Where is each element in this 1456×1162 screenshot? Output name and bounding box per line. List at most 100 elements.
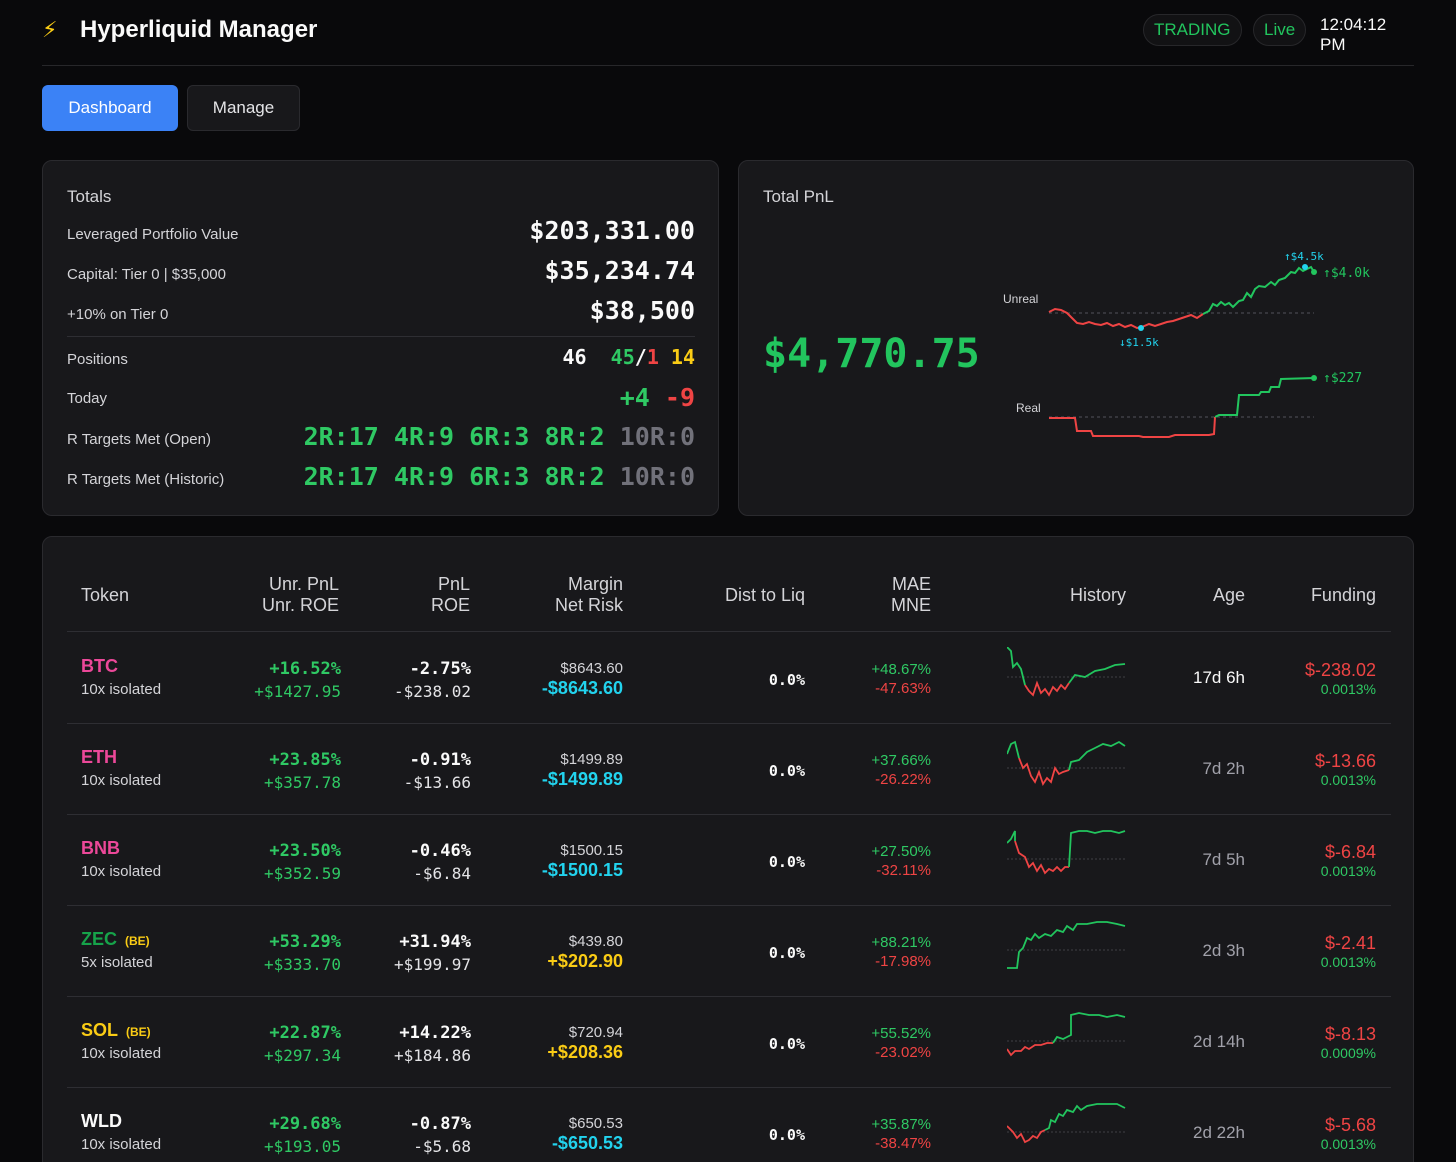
pnl-pct: -0.46% [409,841,471,861]
r-hist-2r: 2R:17 [303,462,379,491]
mae-value: +88.21% [871,934,931,951]
r-open-8r: 8R:2 [544,422,605,451]
token-symbol: WLD [81,1111,122,1131]
pnl-pct: -0.91% [409,750,471,770]
history-sparkline [1007,647,1126,697]
token-symbol: BTC [81,656,118,676]
margin-value: $439.80 [568,933,623,950]
real-loss-path [1049,416,1216,438]
net-risk-value: -$1499.89 [541,769,623,789]
mae-value: +37.66% [871,752,931,769]
token-name[interactable]: BTC [81,656,126,677]
live-badge: Live [1253,14,1307,46]
r-hist-6r: 6R:3 [469,462,530,491]
total-pnl-value: $4,770.75 [763,331,980,377]
table-row[interactable]: WLD 10x isolated +29.68% +$193.05 -0.87%… [67,1088,1391,1162]
app-title: Hyperliquid Manager [80,16,318,43]
table-row[interactable]: ZEC (BE) 5x isolated +53.29% +$333.70 +31… [67,906,1391,997]
unreal-high-label: ↑$4.5k [1284,250,1324,263]
sparkline-loss [1007,1125,1046,1144]
tab-manage[interactable]: Manage [187,85,300,131]
mne-value: -23.02% [875,1044,931,1061]
token-name[interactable]: WLD [81,1111,130,1132]
capital-value: $35,234.74 [544,256,695,285]
sparkline-gain [1007,740,1126,771]
funding-rate: 0.0013% [1320,1136,1376,1152]
funding-rate: 0.0013% [1320,863,1376,879]
th-token[interactable]: Token [81,585,130,605]
unreal-high-marker [1302,264,1308,270]
r-open-label: R Targets Met (Open) [67,431,211,448]
real-current-marker [1311,375,1317,381]
pnl-usd: -$238.02 [393,682,471,701]
funding-rate: 0.0009% [1320,1045,1376,1061]
token-name[interactable]: SOL (BE) [81,1020,151,1041]
lightning-icon: ⚡ [42,17,58,42]
unreal-current-label: ↑$4.0k [1323,266,1370,281]
pnl-pct: -2.75% [409,659,471,679]
th-age[interactable]: Age [1212,585,1245,605]
leverage-mode: 10x isolated [81,1045,162,1062]
token-name[interactable]: BNB [81,838,128,859]
th-unr-roe-label: Unr. ROE [261,595,339,615]
pnl-pct: -0.87% [409,1114,471,1134]
unr-pnl-pct: +53.29% [269,932,341,952]
sparkline-gain [1052,1012,1126,1044]
r-open-6r: 6R:3 [469,422,530,451]
margin-value: $8643.60 [560,660,623,677]
leveraged-row: Leveraged Portfolio Value $203,331.00 [67,216,695,250]
token-name[interactable]: ZEC (BE) [81,929,150,950]
margin-value: $650.53 [568,1115,623,1132]
th-history[interactable]: History [1069,585,1126,605]
unreal-low-label: ↓$1.5k [1119,336,1159,349]
table-row[interactable]: SOL (BE) 10x isolated +22.87% +$297.34 +1… [67,997,1391,1088]
leveraged-label: Leveraged Portfolio Value [67,226,239,243]
th-mae[interactable]: MAE MNE [843,574,931,616]
history-sparkline [1007,740,1126,787]
table-row[interactable]: BNB 10x isolated +23.50% +$352.59 -0.46%… [67,815,1391,906]
age-value: 7d 2h [1202,759,1245,778]
r-hist-4r: 4R:9 [393,462,455,491]
th-roe-label: ROE [430,595,470,615]
leverage-mode: 10x isolated [81,1136,162,1153]
today-label: Today [67,390,108,407]
table-row[interactable]: ETH 10x isolated +23.85% +$357.78 -0.91%… [67,724,1391,815]
header-divider [67,631,1391,632]
th-margin[interactable]: Margin Net Risk [523,574,623,616]
token-name[interactable]: ETH [81,747,125,768]
th-funding[interactable]: Funding [1310,585,1376,605]
funding-value: $-238.02 [1304,660,1376,680]
pnl-usd: -$6.84 [413,864,471,883]
total-pnl-card: Total PnL $4,770.75 Unreal ↑$4.5k ↑$4.0k… [738,160,1414,516]
r-hist-row: R Targets Met (Historic) 2R:17 4R:9 6R:3… [67,462,695,496]
breakeven-badge: (BE) [126,1025,151,1039]
sparkline-gain [1007,921,1126,969]
th-pnl[interactable]: PnL ROE [373,574,470,616]
tab-dashboard[interactable]: Dashboard [42,85,178,131]
app-header: ⚡ Hyperliquid Manager TRADING Live 12:04… [42,0,1414,66]
unr-pnl-pct: +29.68% [269,1114,341,1134]
trading-status-badge: TRADING [1143,14,1242,46]
table-row[interactable]: BTC 10x isolated +16.52% +$1427.95 -2.75… [67,633,1391,724]
th-dist-liq[interactable]: Dist to Liq [724,585,805,605]
pnl-pct: +31.94% [399,932,471,952]
th-margin-label: Margin [567,574,623,594]
mae-value: +27.50% [871,843,931,860]
th-unr-pnl[interactable]: Unr. PnL Unr. ROE [239,574,339,616]
target-row: +10% on Tier 0 $38,500 [67,296,695,330]
unr-pnl-usd: +$193.05 [263,1137,341,1156]
th-unr-pnl-label: Unr. PnL [268,574,339,594]
funding-rate: 0.0013% [1320,681,1376,697]
unr-pnl-pct: +22.87% [269,1023,341,1043]
r-open-row: R Targets Met (Open) 2R:17 4R:9 6R:3 8R:… [67,422,695,456]
funding-rate: 0.0013% [1320,772,1376,788]
history-sparkline [1007,921,1126,969]
pnl-usd: -$5.68 [413,1137,471,1156]
real-gain-path [1214,377,1315,418]
positions-slash: / [634,345,647,369]
unr-pnl-usd: +$1427.95 [254,682,341,701]
unreal-label: Unreal [1003,292,1038,306]
unr-pnl-usd: +$333.70 [263,955,341,974]
sparkline-loss [1024,680,1070,697]
net-risk-value: +$208.36 [547,1042,623,1062]
